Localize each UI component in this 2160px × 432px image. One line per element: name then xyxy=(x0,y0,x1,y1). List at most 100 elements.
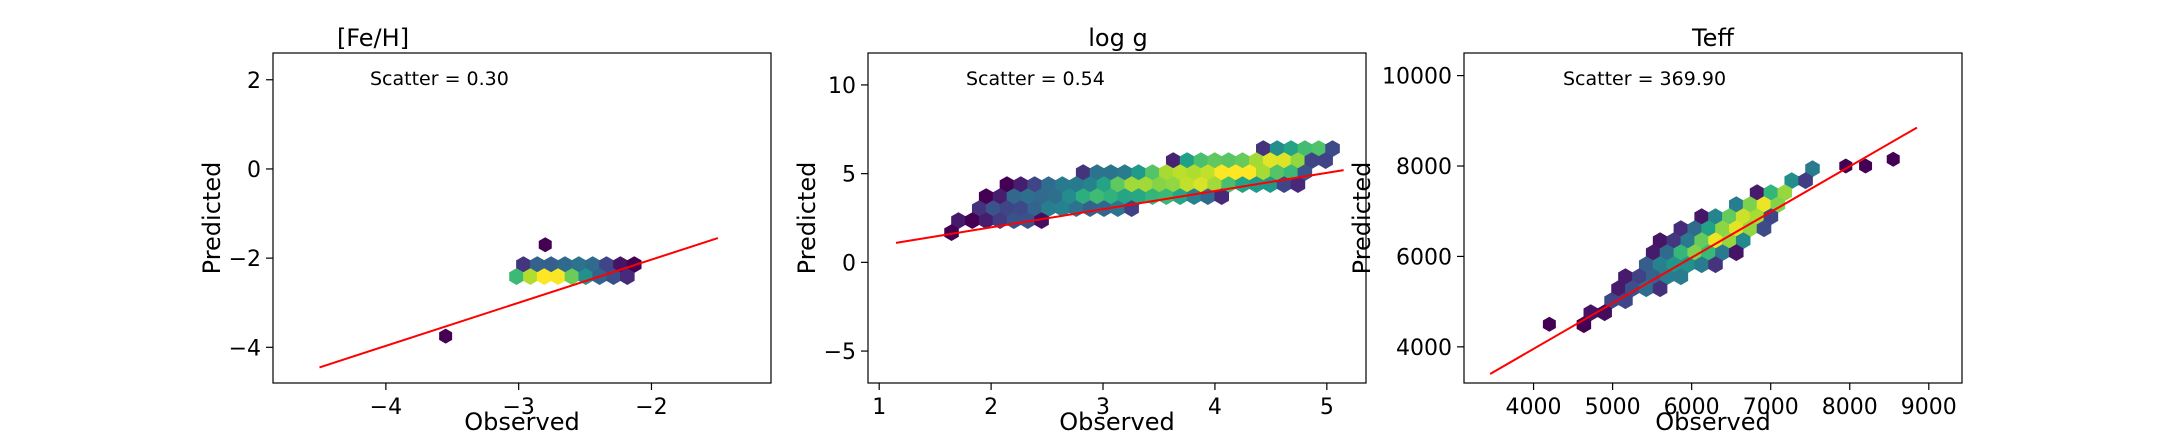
panel-teff-scatter-annotation: Scatter = 369.90 xyxy=(1563,68,1726,90)
hexbin-cell xyxy=(1262,152,1278,170)
hexbin-cell xyxy=(1694,256,1709,274)
panel-teff-hexbins xyxy=(1576,160,1820,334)
hexbin-cell xyxy=(1207,152,1223,170)
x-tick-label: 5 xyxy=(1320,395,1334,420)
hexbin-cell xyxy=(965,212,980,230)
hexbin-cell xyxy=(1673,244,1689,262)
hexbin-cell xyxy=(1715,244,1730,262)
hexbin-cell xyxy=(1027,176,1042,194)
hexbin-cell xyxy=(1756,220,1772,238)
x-tick-label: 4000 xyxy=(1506,395,1562,420)
hexbin-cell xyxy=(1784,172,1799,190)
hexbin-cell xyxy=(1145,164,1160,182)
panel-feh-yticks: −4 −2 0 2 xyxy=(229,69,273,361)
hexbin-cell xyxy=(1235,176,1250,194)
hexbin-cell xyxy=(1159,188,1174,206)
hexbin-cell xyxy=(1638,256,1654,274)
panel-feh-fit-line xyxy=(319,237,719,369)
hexbin-cell xyxy=(1256,164,1271,182)
hexbin-cell xyxy=(1041,176,1056,194)
hexbin-cell xyxy=(1652,256,1668,274)
hexbin-cell xyxy=(1117,188,1133,206)
panel-feh-outliers xyxy=(439,237,552,344)
hexbin-cell xyxy=(944,224,959,242)
hexbin-cell xyxy=(1798,172,1813,190)
panel-teff-frame xyxy=(1463,52,1963,384)
hexbin-cell xyxy=(1089,188,1105,206)
hexbin-cell xyxy=(978,212,994,230)
y-tick-label: 8000 xyxy=(1396,155,1452,180)
hexbin-cell xyxy=(1179,176,1195,194)
hexbin-cell xyxy=(1694,232,1709,250)
hexbin-cell xyxy=(1062,188,1077,206)
hexbin-cell xyxy=(1249,152,1264,170)
hexbin-cell xyxy=(1235,152,1250,170)
hexbin-cell xyxy=(1159,164,1174,182)
hexbin-cell xyxy=(1618,292,1633,310)
outlier-point xyxy=(1542,316,1556,332)
panel-teff: Teff 4000 5000 6000 7000 8000 9000 4000 6000 80… xyxy=(1348,24,1963,432)
hexbin-cell xyxy=(1659,268,1675,286)
hexbin-cell xyxy=(1262,176,1278,194)
hexbin-cell xyxy=(1805,160,1820,178)
hexbin-cell xyxy=(1290,152,1306,170)
panel-logg-title: log g xyxy=(1088,24,1147,52)
hexbin-cell xyxy=(1673,220,1689,238)
x-tick-label: 9000 xyxy=(1901,395,1957,420)
hexbin-cell xyxy=(1055,176,1070,194)
panel-feh-ylabel: Predicted xyxy=(198,162,226,275)
hexbin-cell xyxy=(1701,244,1716,262)
hexbin-cell xyxy=(550,268,566,285)
hexbin-cell xyxy=(1597,304,1612,322)
hexbin-cell xyxy=(1165,176,1181,194)
hexbin-cell xyxy=(1701,220,1716,238)
hexbin-cell xyxy=(1325,140,1340,158)
hexbin-cell xyxy=(1297,140,1313,158)
hexbin-cell xyxy=(1082,176,1098,194)
hexbin-cell xyxy=(1694,208,1709,226)
y-tick-label: 0 xyxy=(842,251,856,276)
hexbin-cell xyxy=(1283,164,1299,182)
hexbin-cell xyxy=(1269,164,1285,182)
panel-feh-frame xyxy=(272,52,772,384)
panel-logg-scatter-annotation: Scatter = 0.54 xyxy=(966,68,1105,90)
hexbin-cell xyxy=(1276,152,1292,170)
hexbin-cell xyxy=(985,200,1001,218)
hexbin-cell xyxy=(1652,280,1668,298)
panel-feh-scatter-annotation: Scatter = 0.30 xyxy=(370,68,509,90)
hexbin-cell xyxy=(1075,164,1091,182)
hexbin-cell xyxy=(1311,140,1326,158)
hexbin-cell xyxy=(523,268,538,285)
panel-logg-xlabel: Observed xyxy=(1059,408,1174,432)
panel-teff-xlabel: Observed xyxy=(1655,408,1770,432)
hexbin-cell xyxy=(1096,176,1112,194)
hexbin-cell xyxy=(1659,244,1675,262)
hexbin-cell xyxy=(1318,152,1333,170)
hexbin-cell xyxy=(971,200,987,218)
hexbin-cell xyxy=(529,256,545,273)
y-tick-label: 2 xyxy=(247,69,261,94)
y-tick-label: 5 xyxy=(842,163,856,188)
hexbin-cell xyxy=(1186,164,1202,182)
x-tick-label: 1 xyxy=(872,395,886,420)
hexbin-cell xyxy=(1729,244,1744,262)
hexbin-cell xyxy=(1034,212,1049,230)
y-tick-label: −4 xyxy=(229,336,261,361)
hexbin-cell xyxy=(1715,220,1730,238)
hexbin-cell xyxy=(999,200,1015,218)
hexbin-cell xyxy=(1618,268,1633,286)
panel-logg-frame xyxy=(867,52,1367,384)
x-tick-label: 8000 xyxy=(1822,395,1878,420)
panel-logg-ylabel: Predicted xyxy=(793,162,821,275)
hexbin-cell xyxy=(1611,280,1626,298)
hexbin-cell xyxy=(1290,176,1306,194)
hexbin-cell xyxy=(1214,188,1229,206)
panel-logg-xticks: 1 2 3 4 5 xyxy=(872,383,1334,420)
hexbin-cell xyxy=(1131,188,1146,206)
hexbin-cell xyxy=(1089,164,1105,182)
x-tick-label: −2 xyxy=(635,395,667,420)
y-tick-label: −5 xyxy=(824,340,856,365)
panel-feh: [Fe/H] −4 −3 −2 −4 −2 0 2 Scatter = 0.30 Obse… xyxy=(198,24,772,432)
panel-teff-title: Teff xyxy=(1691,24,1734,52)
